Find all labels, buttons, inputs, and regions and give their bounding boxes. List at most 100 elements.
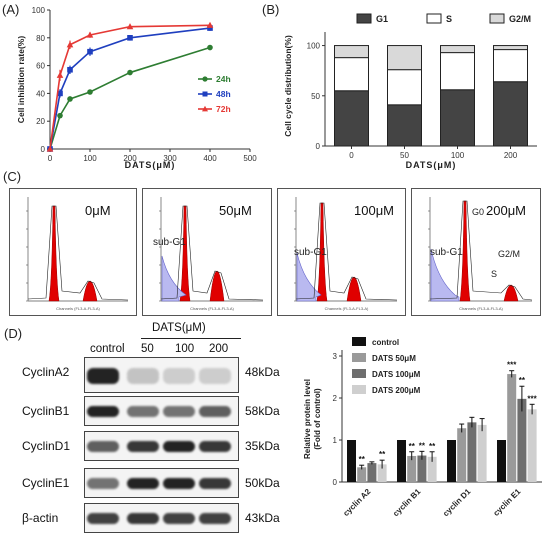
hist-outline bbox=[27, 205, 129, 301]
stacked-bar-G1 bbox=[493, 81, 528, 147]
x-tick-label: 200 bbox=[123, 154, 137, 163]
blot-protein-label: CyclinD1 bbox=[22, 439, 71, 453]
bar-DATS 100μM bbox=[517, 398, 527, 482]
blot-band bbox=[199, 406, 231, 417]
data-point bbox=[126, 23, 134, 30]
blot-band bbox=[199, 441, 231, 452]
x-tick-label: 200 bbox=[504, 151, 518, 160]
flow-dose-label: 100μM bbox=[354, 203, 395, 218]
x-tick-label: cyclin A2 bbox=[341, 487, 372, 518]
panel-d-label: (D) bbox=[4, 326, 23, 341]
bar-DATS 50μM bbox=[457, 428, 467, 482]
legend-label: 24h bbox=[216, 74, 231, 84]
hist-x-label: Channels (FL3-A-FL3-A) bbox=[325, 306, 369, 311]
stacked-bar-G1 bbox=[334, 90, 369, 147]
hist-outline bbox=[429, 200, 533, 301]
chart-d-protein-bar: 0 1 2 3 Relative protein level (Fold of contr… bbox=[303, 337, 542, 518]
bar-control bbox=[497, 440, 506, 482]
legend-swatch bbox=[426, 13, 442, 24]
panel-c-label: (C) bbox=[3, 169, 22, 184]
flow-subg1-label: sub-G1 bbox=[294, 247, 327, 258]
legend-label: G2/M bbox=[509, 14, 531, 24]
series-line-72h bbox=[49, 24, 211, 150]
subg1-region bbox=[430, 248, 460, 302]
flow-histogram-100: Channels (FL3-A-FL3-A) 100μM sub-G1 bbox=[277, 188, 406, 316]
blot-kda-label: 50kDa bbox=[245, 476, 280, 490]
panel-a-label: (A) bbox=[2, 2, 20, 17]
legend-label: DATS 200μM bbox=[372, 386, 421, 395]
legend-marker bbox=[202, 91, 208, 97]
significance-marker: *** bbox=[507, 361, 517, 370]
significance-marker: ** bbox=[409, 442, 416, 451]
blot-band bbox=[163, 406, 195, 417]
significance-marker: ** bbox=[429, 442, 436, 451]
legend-swatch bbox=[489, 13, 505, 24]
data-point bbox=[207, 25, 213, 31]
stacked-bar-S bbox=[334, 57, 369, 92]
flow-histogram-50-plot: Channels (FL3-A-FL3-A) bbox=[159, 197, 264, 311]
y-tick-label: 80 bbox=[36, 34, 45, 43]
blot-membrane bbox=[84, 357, 239, 393]
flow-histogram-50: Channels (FL3-A-FL3-A) 50μM sub-G1 bbox=[142, 188, 272, 316]
bar-DATS 50μM bbox=[507, 374, 517, 482]
legend-label: G1 bbox=[376, 14, 388, 24]
bar-DATS 100μM bbox=[467, 422, 477, 482]
y-tick-label: 0 bbox=[333, 478, 338, 487]
data-point bbox=[86, 31, 94, 38]
legend-marker bbox=[202, 105, 208, 112]
y-tick-label: 3 bbox=[333, 352, 338, 361]
flow-histogram-100-plot: Channels (FL3-A-FL3-A) bbox=[294, 197, 398, 311]
stacked-bar-G1 bbox=[387, 104, 422, 147]
x-tick-label: 500 bbox=[243, 154, 257, 163]
blot-kda-label: 48kDa bbox=[245, 365, 280, 379]
y-axis-label: Cell inhibition rate(%) bbox=[16, 36, 26, 124]
blot-band bbox=[127, 406, 159, 417]
flow-dose-label: 50μM bbox=[219, 203, 252, 218]
data-point bbox=[87, 89, 93, 95]
g2m-peak bbox=[82, 280, 98, 302]
legend-label: DATS 50μM bbox=[372, 354, 416, 363]
blot-band bbox=[87, 478, 119, 489]
hist-x-label: Channels (FL3-A-FL3-A) bbox=[190, 306, 234, 311]
legend-swatch bbox=[356, 13, 372, 24]
y-tick-label: 100 bbox=[32, 6, 46, 15]
stacked-bar-G2/M bbox=[334, 45, 369, 59]
bar-DATS 50μM bbox=[407, 455, 417, 482]
flow-dose-label: 0μM bbox=[85, 203, 111, 218]
data-point bbox=[127, 69, 133, 76]
blot-band bbox=[87, 368, 119, 384]
blot-membrane bbox=[84, 503, 239, 533]
bar-DATS 200μM bbox=[527, 409, 537, 482]
flow-histogram-0: Channels (FL3-A-FL3-A) 0μM bbox=[9, 188, 137, 316]
y-tick-label: 0 bbox=[316, 142, 321, 151]
data-point bbox=[46, 145, 54, 152]
y-axis-label: Cell cycle distribution(%) bbox=[283, 35, 293, 137]
y-axis-label: Relative protein level bbox=[303, 379, 312, 459]
significance-marker: ** bbox=[359, 455, 366, 464]
x-tick-label: 400 bbox=[203, 154, 217, 163]
blot-kda-label: 58kDa bbox=[245, 404, 280, 418]
data-point bbox=[127, 35, 133, 41]
panel-b-label: (B) bbox=[262, 2, 280, 17]
blot-band bbox=[87, 441, 119, 452]
flow-g0-label: G0 bbox=[472, 207, 485, 217]
stacked-bar-G2/M bbox=[440, 45, 475, 54]
bar-control bbox=[447, 440, 456, 482]
legend-label: 48h bbox=[216, 89, 231, 99]
y-tick-label: 2 bbox=[333, 394, 338, 403]
x-tick-label: 300 bbox=[163, 154, 177, 163]
chart-a-line-plot: 0 20 40 60 80 100 0 100 200 300 400 500 DATS(μM) Cell… bbox=[16, 6, 257, 170]
bar-DATS 200μM bbox=[377, 464, 387, 482]
blot-membrane bbox=[84, 468, 239, 498]
y-axis-label-line2: (Fold of control) bbox=[313, 388, 322, 450]
blot-band bbox=[127, 513, 159, 524]
flow-g2m-label: G2/M bbox=[498, 249, 521, 259]
bar-DATS 100μM bbox=[367, 463, 377, 482]
x-tick-label: 0 bbox=[349, 151, 354, 160]
legend-marker bbox=[202, 76, 208, 82]
g2m-peak bbox=[346, 277, 362, 302]
stacked-bar-S bbox=[440, 52, 475, 91]
blot-protein-label: CyclinB1 bbox=[22, 404, 70, 418]
g1-peak bbox=[48, 205, 60, 302]
blot-kda-label: 35kDa bbox=[245, 439, 280, 453]
